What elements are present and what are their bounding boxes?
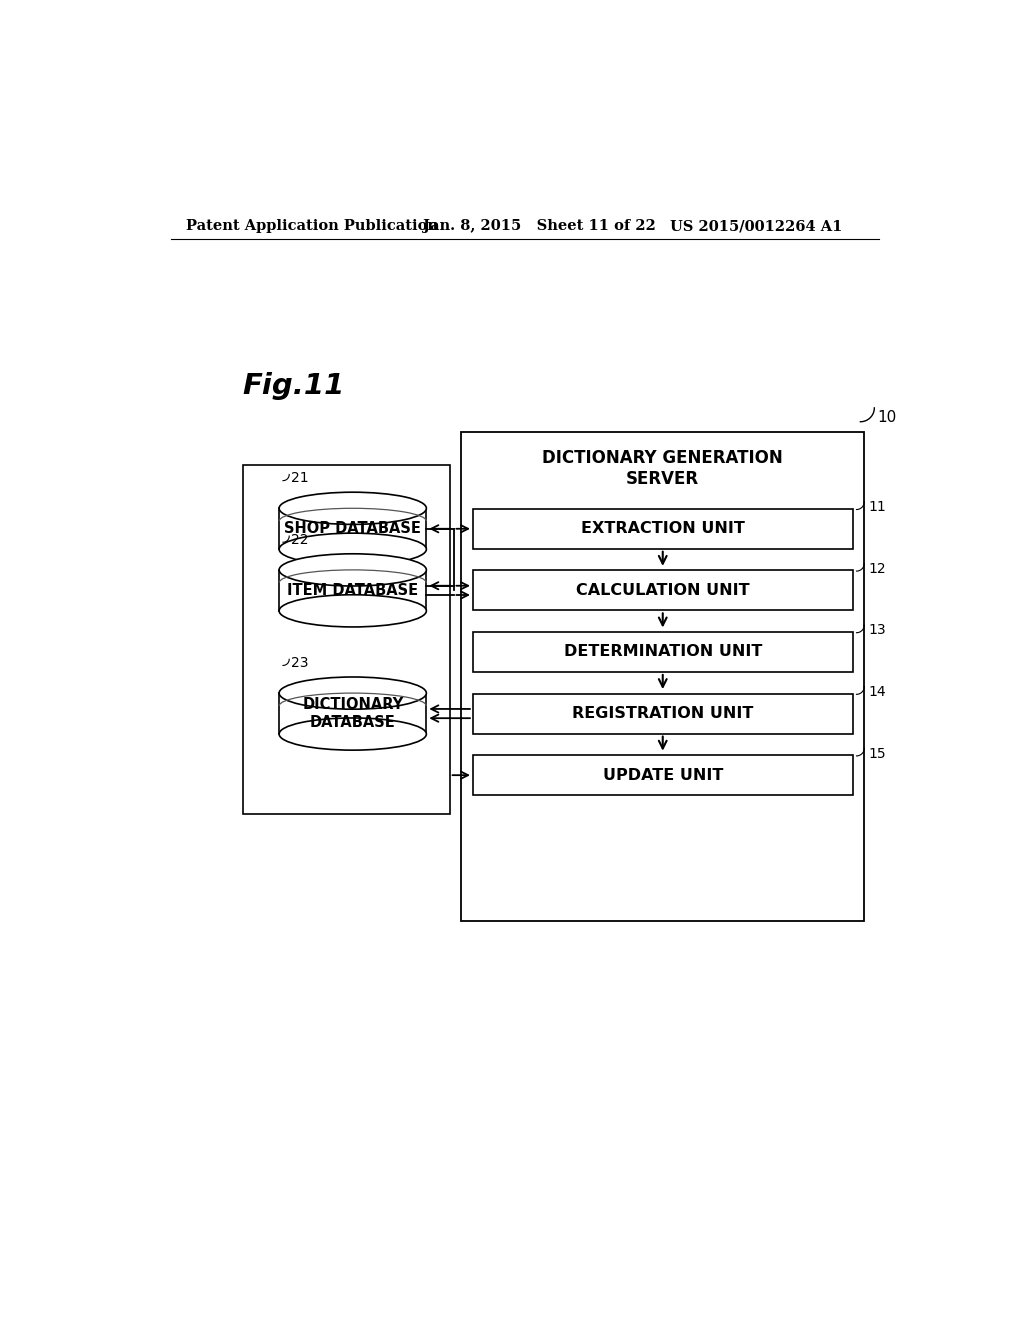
Text: Jan. 8, 2015   Sheet 11 of 22: Jan. 8, 2015 Sheet 11 of 22 <box>423 219 655 234</box>
Text: SHOP DATABASE: SHOP DATABASE <box>285 521 421 536</box>
Text: DICTIONARY GENERATION
SERVER: DICTIONARY GENERATION SERVER <box>543 449 783 488</box>
Text: DETERMINATION UNIT: DETERMINATION UNIT <box>563 644 762 660</box>
Text: UPDATE UNIT: UPDATE UNIT <box>602 768 723 783</box>
Bar <box>473 755 853 795</box>
Ellipse shape <box>280 554 426 586</box>
Bar <box>473 508 853 549</box>
Text: 21: 21 <box>291 471 308 486</box>
Text: CALCULATION UNIT: CALCULATION UNIT <box>575 583 750 598</box>
Text: Patent Application Publication: Patent Application Publication <box>186 219 438 234</box>
Bar <box>473 632 853 672</box>
Text: 14: 14 <box>868 685 886 700</box>
Text: 15: 15 <box>868 747 886 760</box>
Ellipse shape <box>280 595 426 627</box>
Bar <box>461 432 864 921</box>
Bar <box>280 508 426 549</box>
Text: Fig.11: Fig.11 <box>243 371 345 400</box>
Text: REGISTRATION UNIT: REGISTRATION UNIT <box>572 706 754 721</box>
Ellipse shape <box>280 677 426 709</box>
Text: EXTRACTION UNIT: EXTRACTION UNIT <box>581 521 744 536</box>
Ellipse shape <box>280 533 426 565</box>
Text: 22: 22 <box>291 533 308 546</box>
Bar <box>280 693 426 734</box>
Text: 23: 23 <box>291 656 308 671</box>
Text: DICTIONARY
DATABASE: DICTIONARY DATABASE <box>302 697 403 730</box>
Text: 13: 13 <box>868 623 886 638</box>
Text: ITEM DATABASE: ITEM DATABASE <box>287 583 419 598</box>
Bar <box>473 693 853 734</box>
Ellipse shape <box>280 718 426 750</box>
Bar <box>243 465 450 814</box>
Ellipse shape <box>280 492 426 524</box>
Bar <box>280 570 426 611</box>
Text: US 2015/0012264 A1: US 2015/0012264 A1 <box>671 219 843 234</box>
Text: 12: 12 <box>868 562 886 576</box>
Bar <box>473 570 853 610</box>
Text: 10: 10 <box>878 411 897 425</box>
Text: 11: 11 <box>868 500 886 515</box>
